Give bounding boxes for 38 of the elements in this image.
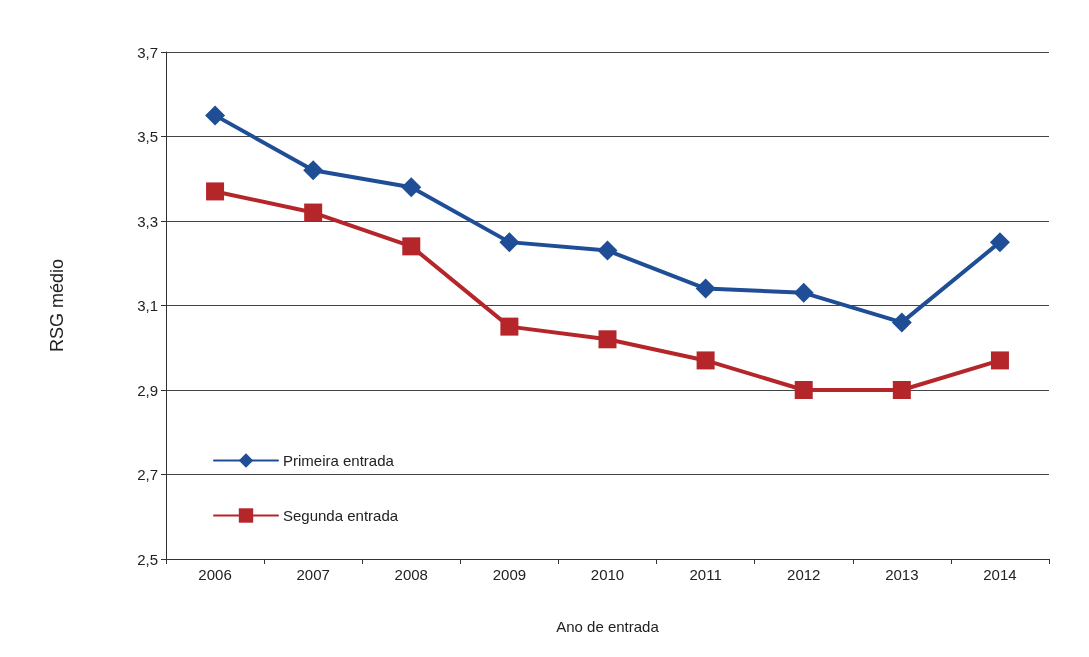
x-tick-label: 2007 [296,566,330,583]
x-tick-label: 2011 [689,566,722,583]
point [989,232,1010,253]
x-tick-label: 2014 [983,566,1017,583]
point [597,240,618,261]
point [402,237,421,256]
x-tick-label: 2006 [198,566,232,583]
y-tick-label: 3,1 [137,297,158,314]
point [598,330,617,349]
x-tick-label: 2010 [590,566,625,583]
point [401,177,422,198]
point [499,232,520,253]
legend-label: Primeira entrada [283,452,395,469]
legend-label: Segunda entrada [283,507,399,524]
y-axis-title: RSG médio [47,258,67,353]
point [206,182,225,201]
point [304,203,323,222]
point [696,351,715,370]
point [891,312,912,333]
x-axis-title: Ano de entrada [556,618,660,635]
point [205,105,226,126]
point [793,282,814,303]
x-tick-label: 2013 [885,566,919,583]
x-tick-label: 2009 [492,566,527,583]
point [695,278,716,299]
point [990,351,1009,370]
x-tick-label: 2008 [394,566,428,583]
point [303,160,324,181]
y-tick-label: 2,7 [137,466,158,483]
y-tick-label: 3,5 [137,128,158,145]
y-tick-label: 3,3 [137,212,158,230]
y-tick-label: 3,7 [137,43,158,61]
point [500,317,519,336]
y-tick-label: 2,5 [137,550,158,568]
y-tick-label: 2,9 [137,381,158,399]
x-tick-label: 2012 [787,566,821,583]
point [892,381,911,399]
point [794,381,813,399]
